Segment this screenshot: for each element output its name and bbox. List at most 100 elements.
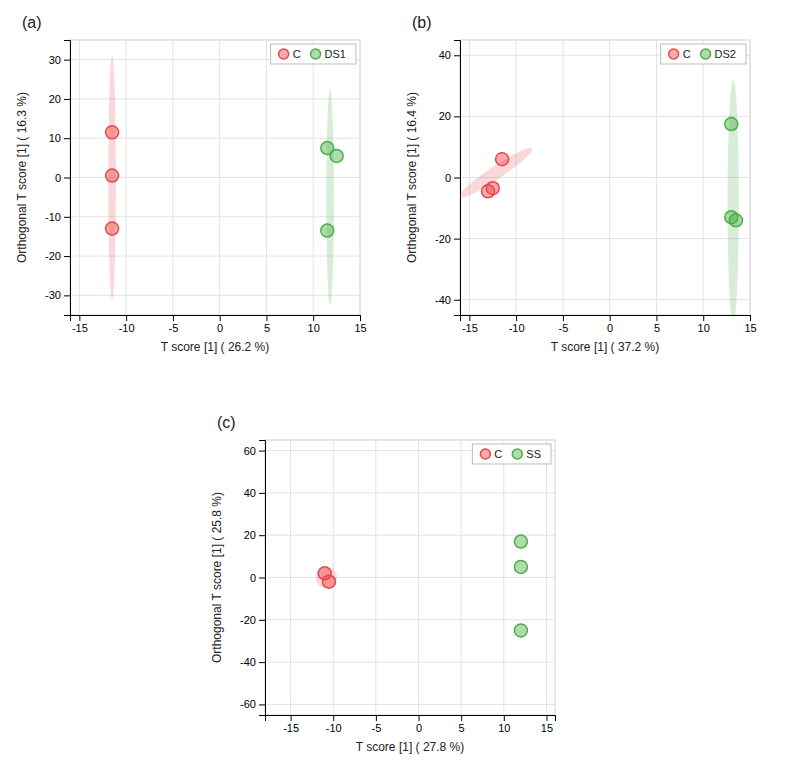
legend-marker [279, 49, 289, 59]
tick-mark [454, 55, 460, 56]
panel-title: (b) [412, 14, 432, 31]
tick-label: 15 [541, 722, 553, 734]
tick-label: 40 [439, 49, 451, 61]
tick-label: 10 [49, 132, 61, 144]
tick: -15 [72, 315, 88, 334]
tick-label: 0 [250, 572, 256, 584]
tick: -10 [45, 211, 70, 223]
tick-mark [173, 315, 174, 321]
tick: 0 [607, 315, 613, 334]
legend-marker [311, 49, 321, 59]
grid-line-y [460, 177, 750, 178]
tick-label: -20 [240, 614, 256, 626]
tick: 5 [459, 715, 465, 734]
tick-mark [126, 315, 127, 321]
tick: -60 [240, 698, 265, 710]
legend-frame [472, 444, 551, 464]
y-axis: -30-20-100102030 [45, 41, 70, 316]
tick: -30 [45, 289, 70, 301]
point [514, 624, 527, 637]
axis-line [266, 716, 556, 722]
grid-line-y [265, 535, 555, 536]
tick: 0 [55, 172, 70, 184]
tick-mark [291, 715, 292, 721]
point [514, 560, 527, 573]
tick: 10 [698, 315, 710, 334]
point [729, 214, 742, 227]
tick-mark [64, 138, 70, 139]
tick-mark [313, 315, 314, 321]
tick-mark [259, 704, 265, 705]
point [330, 149, 343, 162]
tick-label: -10 [509, 322, 525, 334]
tick: -40 [240, 656, 265, 668]
legend-frame [271, 44, 356, 64]
tick: 0 [445, 172, 460, 184]
tick: -20 [45, 250, 70, 262]
tick: 0 [217, 315, 223, 334]
tick: -15 [283, 715, 299, 734]
figure: -15-10-5051015-30-20-100102030T score [1… [0, 0, 801, 779]
axis-line [454, 41, 461, 316]
legend: C DS2 [661, 44, 746, 64]
x-axis-title: T score [1] ( 27.8 %) [356, 740, 465, 754]
point [106, 222, 119, 235]
tick: -5 [371, 715, 381, 734]
tick: -20 [240, 614, 265, 626]
point [322, 575, 335, 588]
tick-mark [259, 662, 265, 663]
tick: -5 [169, 315, 179, 334]
point [482, 185, 495, 198]
legend-label: C [683, 48, 691, 60]
confidence-ellipse [460, 148, 532, 198]
x-axis: -15-10-5051015 [71, 315, 367, 334]
tick: 40 [244, 487, 265, 499]
tick: -10 [509, 315, 525, 334]
tick: 15 [541, 715, 553, 734]
tick-mark [750, 315, 751, 321]
tick-mark [259, 578, 265, 579]
tick-mark [259, 620, 265, 621]
tick-label: 15 [744, 322, 756, 334]
tick-mark [461, 715, 462, 721]
plot-frame [460, 40, 750, 315]
tick-label: 20 [244, 529, 256, 541]
legend: CSS [472, 444, 551, 464]
tick-mark [79, 315, 80, 321]
point [106, 169, 119, 182]
tick-mark [454, 116, 460, 117]
tick: -15 [462, 315, 478, 334]
legend-label: DS2 [715, 48, 736, 60]
tick-label: -40 [240, 656, 256, 668]
axis-line [64, 41, 71, 316]
x-axis: -15-10-5051015 [266, 715, 556, 734]
confidence-ellipse [728, 80, 739, 315]
legend-label: C [494, 448, 502, 460]
axis-line [71, 316, 361, 322]
grid-line-y [265, 704, 555, 705]
tick-mark [259, 451, 265, 452]
tick: -10 [119, 315, 135, 334]
tick: 5 [654, 315, 660, 334]
y-axis-title: Orthogonal T score [1] ( 25.8 %) [210, 492, 224, 663]
tick-mark [64, 99, 70, 100]
grid-line-y [70, 295, 360, 296]
plot-frame [265, 440, 555, 715]
tick: 10 [498, 715, 510, 734]
tick-mark [64, 295, 70, 296]
tick-mark [504, 715, 505, 721]
panel: -15-10-5051015-40-2002040T score [1] ( 3… [405, 14, 757, 354]
point [496, 153, 509, 166]
legend: CDS1 [271, 44, 356, 64]
panel: -15-10-5051015-30-20-100102030T score [1… [15, 14, 367, 354]
point [725, 118, 738, 131]
grid-line-y [460, 116, 750, 117]
grid-line-y [265, 492, 555, 493]
tick-label: 15 [354, 322, 366, 334]
tick-label: 5 [459, 722, 465, 734]
tick-label: -15 [462, 322, 478, 334]
legend-frame [661, 44, 746, 64]
tick-mark [259, 535, 265, 536]
panel-title: (c) [217, 414, 236, 431]
grid-line-y [265, 662, 555, 663]
